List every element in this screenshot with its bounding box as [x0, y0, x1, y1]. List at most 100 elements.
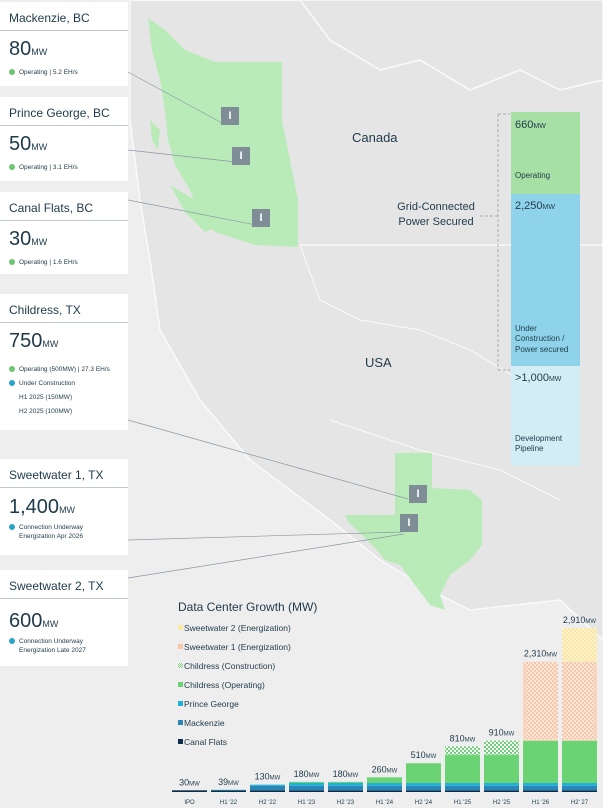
- legend-label: Canal Flats: [184, 737, 227, 747]
- bar-total-label: 2,910MW: [563, 615, 597, 625]
- bar-segment: [289, 781, 324, 783]
- legend-label: Childress (Construction): [184, 661, 276, 671]
- bar-segment: [484, 740, 519, 755]
- segment-number: 660: [515, 119, 534, 131]
- bar-segment: [523, 740, 558, 783]
- bar-segment: [445, 790, 480, 792]
- bar-segment: [562, 661, 597, 741]
- status-text: Connection Underway: [19, 524, 83, 531]
- capacity-unit: MW: [31, 142, 48, 152]
- segment-value: 2,250MW: [515, 200, 555, 212]
- legend-label: Mackenzie: [184, 718, 225, 728]
- legend-item: Mackenzie: [178, 718, 225, 728]
- bar-total-label: 180MW: [333, 769, 359, 779]
- site-status: Under Construction: [0, 379, 128, 388]
- bar-segment: [445, 754, 480, 783]
- power-bracket: [480, 113, 510, 371]
- usa-label: USA: [365, 355, 392, 370]
- site-name: Sweetwater 2, TX: [0, 570, 128, 599]
- capacity-unit: MW: [31, 237, 48, 247]
- bar-total-label: 510MW: [411, 750, 437, 760]
- bar-segment: [211, 789, 246, 791]
- capacity-unit: MW: [42, 619, 59, 629]
- legend-swatch: [178, 701, 183, 706]
- site-status: Operating (500MW) | 27.3 EH/s: [0, 365, 128, 374]
- status-dot: [9, 259, 15, 265]
- power-segment-construction: 2,250MW Under Construction / Power secur…: [511, 194, 580, 366]
- bar-segment: [328, 782, 363, 786]
- segment-label-line: Pipeline: [515, 444, 544, 454]
- capacity-value: 80: [9, 38, 32, 60]
- legend-item: Canal Flats: [178, 737, 227, 747]
- capacity-value: 30: [9, 228, 32, 250]
- status-text: Operating | 1.6 EH/s: [19, 259, 78, 266]
- x-tick-label: H2 '25: [493, 800, 511, 806]
- site-card-sweetwater-2: Sweetwater 2, TX 600MW Connection Underw…: [0, 570, 128, 666]
- site-marker-icon: I: [252, 209, 270, 227]
- legend-item: Sweetwater 1 (Energization): [178, 642, 291, 652]
- status-dot: [9, 638, 15, 644]
- canada-label: Canada: [352, 130, 398, 145]
- x-tick-label: H1 '24: [376, 800, 394, 806]
- bar-segment: [523, 785, 558, 791]
- status-text: Under Construction: [19, 380, 75, 388]
- x-tick-label: H1 '25: [454, 800, 472, 806]
- status-dot: [9, 524, 15, 530]
- site-card-mackenzie: Mackenzie, BC 80MW Operating | 5.2 EH/s: [0, 2, 128, 86]
- segment-label-line: Power secured: [515, 344, 569, 354]
- bar-segment: [562, 790, 597, 792]
- legend-item: Childress (Operating): [178, 680, 265, 690]
- x-tick-label: H1 '23: [298, 800, 316, 806]
- bar-total-label: 39MW: [218, 777, 239, 787]
- segment-value: 660MW: [515, 119, 546, 131]
- legend-item: Sweetwater 2 (Energization): [178, 623, 291, 633]
- chart-title: Data Center Growth (MW): [178, 600, 318, 614]
- legend-item: Prince George: [178, 699, 239, 709]
- bar-total-label: 810MW: [450, 733, 476, 743]
- x-tick-label: H1 '26: [532, 800, 550, 806]
- legend-label: Prince George: [184, 699, 239, 709]
- segment-value: >1,000MW: [515, 372, 561, 384]
- bar-segment: [562, 740, 597, 783]
- capacity-value: 50: [9, 133, 32, 155]
- x-tick-label: H2 '23: [337, 800, 355, 806]
- site-status-detail: Energization Late 2027: [19, 647, 86, 655]
- legend-label: Childress (Operating): [184, 680, 265, 690]
- bar-total-label: 910MW: [489, 728, 515, 738]
- segment-label-line: Under: [515, 324, 537, 333]
- power-segment-pipeline: >1,000MW Development Pipeline: [511, 366, 580, 466]
- segment-label-line: Development: [515, 434, 563, 443]
- power-segment-operating: 660MW Operating: [511, 112, 580, 194]
- bar-segment: [445, 746, 480, 755]
- bar-segment: [406, 790, 441, 792]
- legend-swatch: [178, 720, 183, 725]
- site-name: Sweetwater 1, TX: [0, 459, 128, 488]
- status-dot: [9, 69, 15, 75]
- legend-label: Sweetwater 2 (Energization): [184, 623, 291, 633]
- site-status: Connection Underway: [0, 637, 128, 646]
- x-tick-label: IPO: [184, 800, 195, 806]
- legend-swatch: [178, 739, 183, 744]
- bar-segment: [289, 785, 324, 791]
- bar-segment: [562, 782, 597, 786]
- bar-segment: [445, 782, 480, 786]
- bar-segment: [211, 790, 246, 792]
- status-dot: [9, 164, 15, 170]
- bar-segment: [289, 782, 324, 786]
- site-name: Canal Flats, BC: [0, 192, 128, 221]
- site-marker-icon: I: [400, 514, 418, 532]
- bar-segment: [328, 790, 363, 792]
- status-text: Operating | 3.1 EH/s: [19, 164, 78, 171]
- bar-total-label: 180MW: [294, 769, 320, 779]
- grid-power-label: Grid-Connected Power Secured: [390, 200, 482, 230]
- bar-segment: [406, 782, 441, 786]
- site-capacity: 50MW: [0, 126, 128, 154]
- legend-swatch: [178, 644, 183, 649]
- status-text: Operating (500MW) | 27.3 EH/s: [19, 366, 110, 373]
- bar-segment: [172, 790, 207, 792]
- x-tick-label: H2 '24: [415, 800, 433, 806]
- segment-unit: MW: [542, 204, 555, 211]
- segment-unit: MW: [533, 123, 546, 130]
- british-columbia-shape: [148, 18, 298, 247]
